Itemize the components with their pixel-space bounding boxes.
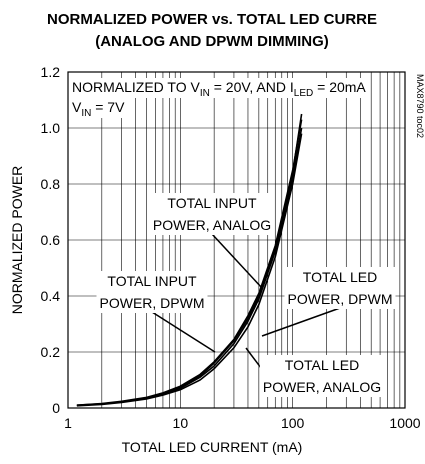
series-label: POWER, ANALOG — [153, 217, 271, 233]
series-label: POWER, ANALOG — [263, 379, 381, 395]
series-label: TOTAL INPUT — [107, 273, 197, 289]
annotation-part: = 20V, AND I — [210, 79, 294, 95]
annotation-part: V — [72, 99, 82, 115]
annotation: VIN = 7V — [72, 99, 125, 119]
annotation-part: IN — [81, 108, 91, 119]
x-axis-label: TOTAL LED CURRENT (mA) — [122, 439, 303, 455]
x-tick-label: 1 — [64, 415, 72, 431]
series-label: TOTAL INPUT — [167, 195, 257, 211]
label-bg — [259, 355, 385, 397]
x-tick-label: 10 — [173, 415, 189, 431]
annotation-part: = 20mA — [313, 79, 366, 95]
annotation: NORMALIZED TO VIN = 20V, AND ILED = 20mA — [72, 79, 366, 99]
y-tick-label: 0.8 — [41, 176, 61, 192]
series-label: POWER, DPWM — [288, 291, 393, 307]
label-bg — [149, 193, 275, 235]
x-tick-label: 1000 — [389, 415, 420, 431]
annotation-part: LED — [294, 88, 313, 99]
series-label: TOTAL LED — [303, 269, 377, 285]
leader-line — [261, 307, 341, 337]
y-tick-label: 1.2 — [41, 64, 61, 80]
series-label: TOTAL LED — [285, 357, 359, 373]
label-bg — [284, 267, 396, 309]
leader-line — [211, 233, 263, 289]
code-label: MAX8790 toc02 — [415, 74, 425, 138]
y-axis-label: NORMALIZED POWER — [9, 166, 25, 315]
leader-line — [151, 311, 216, 353]
y-tick-label: 0.6 — [41, 232, 61, 248]
line-series — [76, 113, 303, 407]
x-tick-label: 100 — [281, 415, 305, 431]
y-tick-label: 0.4 — [41, 288, 61, 304]
annotation-part: NORMALIZED TO V — [72, 79, 201, 95]
note-bg — [70, 78, 369, 98]
series-label: POWER, DPWM — [100, 295, 205, 311]
annotation-part: IN — [200, 88, 210, 99]
chart-subtitle: (ANALOG AND DPWM DIMMING) — [95, 33, 329, 50]
note-bg — [70, 98, 128, 118]
annotation-part: = 7V — [91, 99, 125, 115]
y-tick-label: 1.0 — [41, 120, 61, 136]
y-tick-label: 0 — [52, 400, 60, 416]
plot-frame — [67, 71, 406, 409]
y-tick-label: 0.2 — [41, 344, 61, 360]
chart-title: NORMALIZED POWER vs. TOTAL LED CURRE — [47, 11, 377, 28]
label-bg — [96, 271, 208, 313]
